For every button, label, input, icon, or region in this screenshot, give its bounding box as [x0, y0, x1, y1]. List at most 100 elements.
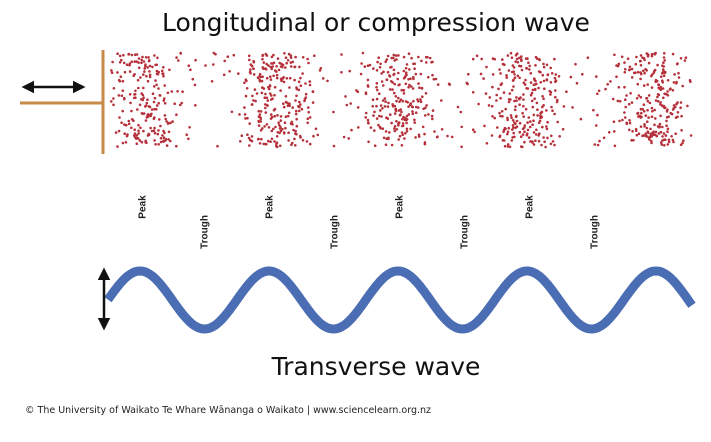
particle	[265, 103, 269, 107]
particle	[667, 138, 671, 142]
particle	[682, 139, 685, 142]
particle	[273, 107, 277, 111]
particle	[522, 115, 525, 118]
particle	[553, 112, 556, 116]
particle	[375, 69, 379, 72]
particle	[401, 117, 404, 121]
particle	[675, 62, 679, 66]
particle	[416, 98, 419, 101]
particle	[680, 129, 683, 132]
particle	[187, 137, 190, 141]
particle	[506, 118, 510, 122]
particle	[493, 116, 497, 120]
particle	[466, 82, 469, 86]
particle	[539, 116, 542, 120]
particle	[650, 74, 653, 78]
particle	[607, 131, 611, 134]
particle	[485, 142, 489, 145]
particle	[257, 109, 261, 113]
particle	[382, 84, 385, 87]
particle	[159, 124, 162, 128]
particle	[400, 88, 404, 92]
particle	[392, 73, 395, 77]
particle	[153, 116, 156, 119]
particle	[523, 130, 526, 134]
particle	[145, 141, 148, 144]
particle	[510, 88, 514, 92]
particle	[163, 97, 166, 100]
particle	[624, 68, 627, 71]
particle	[133, 134, 136, 137]
particle	[388, 88, 392, 91]
particle	[117, 129, 121, 133]
particle	[574, 62, 577, 66]
particle	[544, 145, 547, 149]
particle	[641, 56, 644, 59]
particle	[643, 123, 646, 126]
particle	[154, 143, 157, 146]
particle	[477, 102, 480, 106]
wave-label: Trough	[590, 215, 601, 249]
particle	[284, 115, 288, 118]
particle	[677, 76, 681, 79]
particle	[402, 92, 406, 95]
particle	[275, 76, 279, 80]
particle	[276, 57, 280, 60]
particle	[147, 56, 150, 59]
particle	[643, 58, 646, 62]
particle	[117, 94, 121, 97]
particle	[154, 79, 157, 82]
particle	[515, 57, 519, 61]
particle	[657, 83, 661, 87]
particle	[498, 135, 502, 139]
particle	[531, 88, 535, 92]
particle	[133, 128, 136, 131]
particle	[551, 140, 555, 143]
particle	[397, 96, 400, 100]
particle	[405, 130, 409, 133]
particle	[265, 62, 269, 66]
particle	[586, 56, 590, 59]
particle	[384, 100, 387, 103]
particle	[212, 51, 216, 55]
particle	[549, 66, 552, 70]
particle	[306, 121, 310, 125]
particle	[513, 99, 516, 103]
particle	[308, 80, 312, 83]
particle	[406, 101, 410, 104]
particle	[112, 97, 115, 100]
particle	[411, 87, 415, 90]
particle	[498, 68, 501, 71]
particle	[264, 68, 268, 71]
particle	[288, 86, 291, 89]
particle	[659, 131, 663, 134]
particle	[514, 126, 517, 130]
particle	[275, 65, 278, 68]
particle	[373, 129, 376, 132]
particle	[267, 86, 270, 89]
particle	[510, 56, 514, 59]
particle	[384, 130, 388, 133]
particle	[385, 58, 389, 61]
particle	[359, 72, 363, 76]
particle	[656, 100, 660, 103]
particle	[518, 121, 522, 125]
particle	[268, 92, 272, 95]
particle	[264, 92, 267, 96]
particle	[316, 133, 320, 137]
particle	[300, 107, 304, 111]
particle	[112, 103, 115, 107]
particle	[191, 77, 195, 81]
particle	[383, 105, 387, 108]
particle	[532, 131, 536, 134]
particle	[153, 96, 157, 100]
particle	[411, 105, 415, 109]
particle	[537, 70, 541, 73]
particle	[397, 121, 401, 124]
particle	[545, 109, 548, 112]
particle	[670, 135, 673, 138]
particle	[168, 68, 171, 72]
particle	[304, 82, 307, 85]
particle	[684, 56, 688, 59]
particle	[257, 124, 261, 127]
